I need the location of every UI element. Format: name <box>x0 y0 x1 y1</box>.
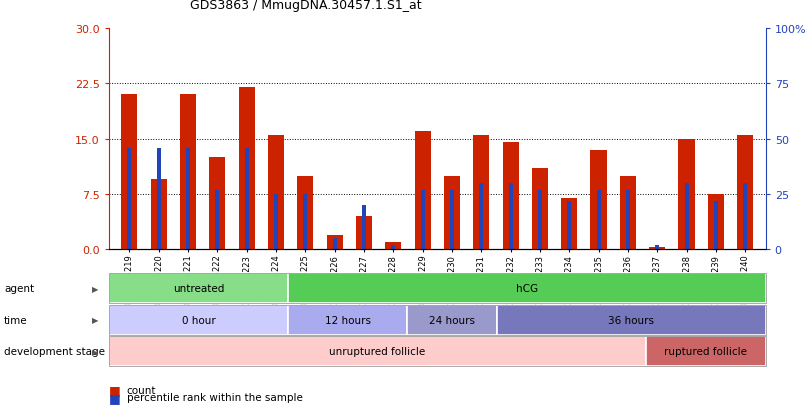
Bar <box>297 176 314 250</box>
Text: agent: agent <box>4 284 34 294</box>
Bar <box>326 235 343 250</box>
Bar <box>473 136 489 250</box>
Bar <box>561 198 577 250</box>
Bar <box>538 190 542 250</box>
Bar <box>743 183 747 250</box>
Bar <box>391 245 395 250</box>
Text: ■: ■ <box>109 391 121 404</box>
Bar <box>151 180 167 250</box>
Bar <box>239 88 255 250</box>
Bar <box>245 148 249 250</box>
Text: ▶: ▶ <box>92 347 98 356</box>
Text: ▶: ▶ <box>92 284 98 293</box>
Text: untreated: untreated <box>172 284 224 294</box>
Bar <box>532 169 548 250</box>
Text: 24 hours: 24 hours <box>429 315 476 325</box>
Bar <box>737 136 754 250</box>
Bar <box>679 140 695 250</box>
Bar <box>127 148 131 250</box>
Bar <box>210 158 226 250</box>
Text: 12 hours: 12 hours <box>325 315 371 325</box>
Bar <box>684 183 688 250</box>
Text: 0 hour: 0 hour <box>181 315 215 325</box>
Bar <box>708 195 724 250</box>
Text: count: count <box>127 385 156 395</box>
Bar <box>625 190 629 250</box>
Bar <box>333 239 337 250</box>
Bar <box>450 190 454 250</box>
Text: unruptured follicle: unruptured follicle <box>330 347 426 356</box>
Bar <box>268 136 284 250</box>
Text: hCG: hCG <box>516 284 538 294</box>
Text: ▶: ▶ <box>92 316 98 325</box>
Bar <box>156 148 160 250</box>
Bar <box>121 95 137 250</box>
Bar <box>596 190 600 250</box>
Bar <box>480 183 484 250</box>
Text: development stage: development stage <box>4 347 105 356</box>
Bar <box>591 150 607 250</box>
Text: ruptured follicle: ruptured follicle <box>664 347 747 356</box>
Bar <box>421 190 425 250</box>
Bar <box>502 143 518 250</box>
Bar <box>620 176 636 250</box>
Text: GDS3863 / MmugDNA.30457.1.S1_at: GDS3863 / MmugDNA.30457.1.S1_at <box>190 0 422 12</box>
Bar <box>303 195 307 250</box>
Bar <box>180 95 196 250</box>
Bar <box>509 183 513 250</box>
Text: time: time <box>4 315 27 325</box>
Text: percentile rank within the sample: percentile rank within the sample <box>127 392 302 402</box>
Bar <box>567 201 571 250</box>
Bar <box>362 206 366 250</box>
Bar <box>414 132 430 250</box>
Text: ■: ■ <box>109 383 121 396</box>
Bar <box>655 245 659 250</box>
Bar <box>274 195 278 250</box>
Bar <box>444 176 460 250</box>
Bar <box>385 242 401 250</box>
Bar <box>186 148 190 250</box>
Text: 36 hours: 36 hours <box>609 315 654 325</box>
Bar <box>714 201 718 250</box>
Bar <box>215 190 219 250</box>
Bar <box>356 217 372 250</box>
Bar <box>649 248 665 250</box>
